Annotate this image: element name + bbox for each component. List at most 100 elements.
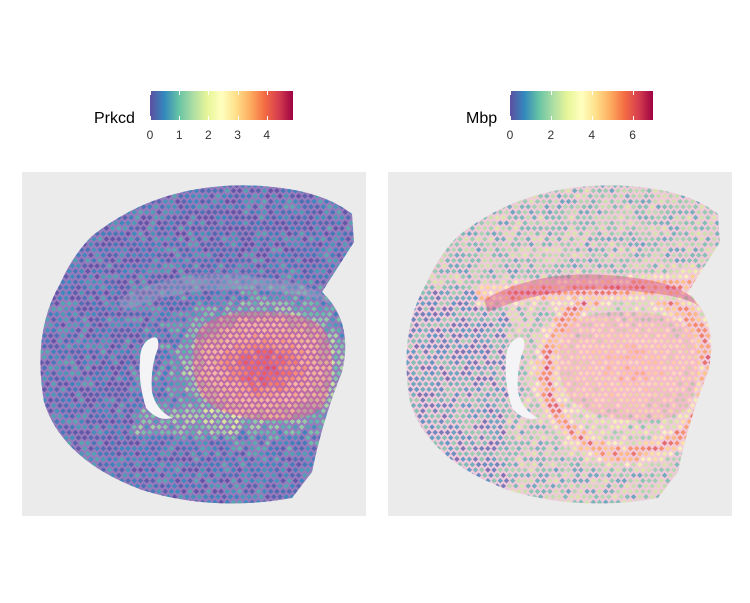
spot <box>131 241 137 248</box>
spot <box>581 185 587 189</box>
spot <box>230 370 237 376</box>
spot <box>299 209 305 215</box>
spot <box>230 478 237 484</box>
spot <box>147 451 153 457</box>
spot <box>159 257 165 264</box>
spot <box>206 209 212 215</box>
spot <box>113 456 119 462</box>
spot <box>255 499 261 504</box>
spot <box>209 365 215 371</box>
spot <box>674 247 680 253</box>
spot <box>317 349 323 355</box>
spot <box>249 370 255 376</box>
spot <box>159 290 165 296</box>
colorbar-tick-label: 6 <box>629 128 636 142</box>
spot <box>497 209 503 215</box>
spot <box>237 435 243 441</box>
spot <box>168 392 175 398</box>
spot <box>240 185 246 189</box>
colorbar-tick-mark <box>266 91 268 95</box>
spot <box>162 359 168 366</box>
spot <box>314 300 320 307</box>
spot <box>103 268 110 274</box>
spot <box>311 327 317 333</box>
spot <box>286 370 292 376</box>
spot <box>497 241 503 248</box>
spot <box>314 268 320 274</box>
spot <box>116 365 122 371</box>
spot <box>178 386 184 393</box>
spot <box>159 354 165 360</box>
spot <box>91 418 97 425</box>
spot <box>299 263 305 269</box>
spot <box>233 354 240 360</box>
spot <box>209 257 215 264</box>
spot <box>187 435 193 441</box>
spot <box>221 311 227 317</box>
spot <box>330 231 336 237</box>
spot <box>230 349 237 355</box>
spot <box>168 370 175 376</box>
spot <box>193 327 199 333</box>
spot <box>277 483 283 489</box>
spot <box>268 338 274 344</box>
spot <box>178 257 184 264</box>
spot <box>283 376 289 382</box>
spot <box>103 365 110 371</box>
spot <box>106 241 113 248</box>
spot <box>243 273 249 280</box>
spot <box>187 370 193 376</box>
spot <box>162 241 168 248</box>
spot <box>302 429 308 436</box>
spot <box>100 316 106 323</box>
spot <box>140 247 147 253</box>
spot <box>559 252 565 258</box>
spot <box>113 295 119 301</box>
spot <box>156 306 162 312</box>
spot <box>184 418 190 425</box>
spot <box>193 241 199 248</box>
spot <box>299 284 305 291</box>
spot <box>224 359 230 366</box>
spot <box>150 316 156 323</box>
colorbar-tick-mark <box>237 91 239 95</box>
spot <box>137 402 144 409</box>
spot <box>237 349 243 355</box>
spot <box>466 231 472 237</box>
spot <box>274 349 280 355</box>
spot <box>175 435 181 441</box>
spot <box>289 461 296 468</box>
spot <box>661 225 668 231</box>
spot <box>113 327 119 333</box>
spot <box>72 268 79 274</box>
spot <box>224 370 230 376</box>
spot <box>196 279 203 285</box>
spot <box>106 381 113 387</box>
spot <box>184 236 190 242</box>
spot <box>233 376 240 382</box>
spot <box>168 241 175 248</box>
spot <box>178 279 184 285</box>
spot <box>193 413 199 419</box>
spot <box>274 327 280 333</box>
spot <box>171 225 178 231</box>
spot <box>162 306 168 312</box>
spot <box>283 461 289 468</box>
spot <box>227 279 234 285</box>
spot <box>131 359 137 366</box>
spot <box>137 392 144 398</box>
spot <box>224 220 230 226</box>
spot <box>190 397 196 403</box>
spot <box>233 214 240 221</box>
spot <box>215 247 221 253</box>
spot <box>305 392 311 398</box>
spot <box>283 322 289 328</box>
spot <box>302 247 308 253</box>
spot <box>175 413 181 419</box>
spot <box>178 236 184 242</box>
spot <box>171 376 178 382</box>
spot <box>224 413 230 419</box>
spot <box>230 359 237 366</box>
spot <box>209 300 215 307</box>
spot <box>156 435 162 441</box>
